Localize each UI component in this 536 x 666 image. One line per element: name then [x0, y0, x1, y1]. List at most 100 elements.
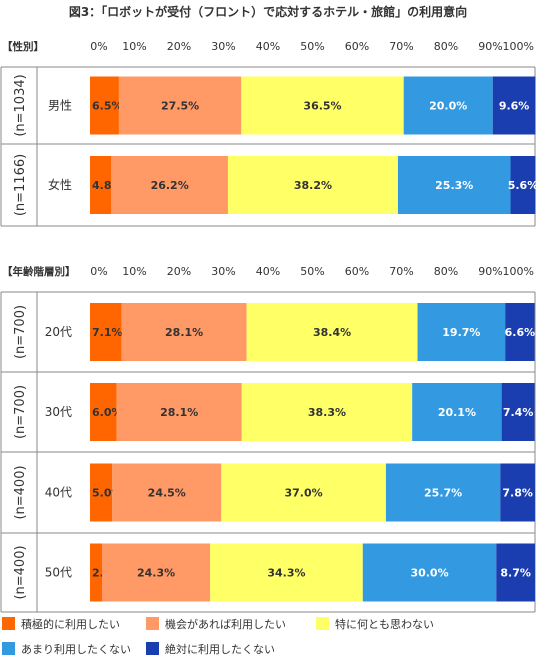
sample-size-label: (n=400)	[13, 465, 28, 519]
bar-segment	[403, 76, 493, 135]
tick-label: 0%	[90, 265, 107, 278]
tick-label: 80%	[434, 40, 458, 53]
category-label: 40代	[45, 486, 72, 500]
bar-segment	[221, 463, 386, 522]
legend-swatch	[316, 617, 329, 630]
bar-segment	[118, 76, 242, 135]
bar-segment	[210, 543, 363, 602]
tick-label: 30%	[211, 40, 235, 53]
tick-label: 40%	[256, 40, 280, 53]
bar-segment	[90, 543, 103, 602]
tick-label: 60%	[345, 40, 369, 53]
tick-label: 50%	[300, 40, 324, 53]
bar-segment	[510, 156, 536, 214]
data-label: 37.0%	[285, 487, 323, 500]
legend-label: 機会があれば利用したい	[165, 617, 286, 631]
bar-segment	[227, 156, 398, 214]
data-label: 19.7%	[442, 326, 480, 339]
data-label: 9.6%	[499, 100, 530, 113]
sample-size-label: (n=700)	[13, 385, 28, 439]
group-label: 【年齢階層別】	[2, 265, 76, 278]
bar-segment	[116, 383, 242, 441]
bar-segment	[501, 383, 535, 441]
category-label: 30代	[45, 405, 72, 419]
tick-label: 20%	[167, 40, 191, 53]
legend-label: あまり利用したくない	[21, 643, 131, 656]
data-label: 6.0%	[92, 406, 123, 419]
bar-segment	[102, 543, 211, 602]
bar-segment	[385, 463, 501, 522]
legend-label: 積極的に利用したい	[21, 617, 120, 631]
data-label: 20.1%	[438, 406, 476, 419]
bar-segment	[397, 156, 511, 214]
legend-swatch	[146, 642, 159, 655]
data-label: 7.8%	[502, 487, 533, 500]
bar-segment	[90, 156, 112, 214]
tick-label: 90%	[478, 40, 502, 53]
data-label: 25.3%	[435, 179, 473, 192]
data-label: 38.4%	[313, 326, 351, 339]
data-label: 26.2%	[151, 179, 189, 192]
tick-label: 30%	[211, 265, 235, 278]
bar-segment	[412, 383, 502, 441]
tick-label: 90%	[478, 265, 502, 278]
data-label: 8.7%	[500, 567, 531, 580]
data-label: 20.0%	[429, 100, 467, 113]
bar-segment	[417, 303, 506, 361]
data-label: 24.3%	[137, 567, 175, 580]
chart-title: 図3：「ロボットが受付（フロント）で応対するホテル・旅館」の利用意向	[69, 4, 467, 19]
data-label: 25.7%	[424, 487, 462, 500]
tick-label: 20%	[167, 265, 191, 278]
bar-segment	[90, 383, 117, 441]
bar-segment	[492, 76, 536, 135]
tick-label: 100%	[503, 265, 534, 278]
legend-label: 特に何とも思わない	[335, 617, 434, 631]
bar-segment	[241, 76, 404, 135]
tick-label: 40%	[256, 265, 280, 278]
sample-size-label: (n=1166)	[13, 154, 28, 216]
sample-size-label: (n=400)	[13, 545, 28, 599]
bar-segment	[90, 303, 122, 361]
data-label: 30.0%	[410, 567, 448, 580]
tick-label: 50%	[300, 265, 324, 278]
legend-label: 絶対に利用したくない	[165, 642, 275, 656]
data-label: 34.3%	[267, 567, 305, 580]
bar-segment	[90, 76, 119, 135]
data-label: 5.6%	[508, 179, 536, 192]
tick-label: 80%	[434, 265, 458, 278]
bar-segment	[246, 303, 418, 361]
group-label: 【性別】	[2, 40, 44, 53]
bar-segment	[111, 156, 228, 214]
tick-label: 10%	[122, 40, 146, 53]
bar-segment	[496, 543, 535, 602]
tick-label: 100%	[503, 40, 534, 53]
legend-swatch	[2, 642, 15, 655]
data-label: 38.2%	[294, 179, 332, 192]
data-label: 28.1%	[165, 326, 203, 339]
data-label: 24.5%	[148, 487, 186, 500]
bar-segment	[121, 303, 247, 361]
bar-segment	[90, 463, 113, 522]
data-label: 7.4%	[503, 406, 534, 419]
category-label: 女性	[48, 177, 72, 192]
bar-segment	[500, 463, 535, 522]
data-label: 6.5%	[92, 100, 123, 113]
data-label: 36.5%	[303, 100, 341, 113]
data-label: 28.1%	[160, 406, 198, 419]
bar-segment	[241, 383, 413, 441]
legend-swatch	[146, 617, 159, 630]
tick-label: 0%	[90, 40, 107, 53]
data-label: 7.1%	[92, 326, 123, 339]
bar-segment	[505, 303, 535, 361]
category-label: 男性	[48, 99, 72, 113]
data-label: 38.3%	[308, 406, 346, 419]
tick-label: 70%	[389, 40, 413, 53]
tick-label: 70%	[389, 265, 413, 278]
data-label: 27.5%	[161, 100, 199, 113]
sample-size-label: (n=1034)	[13, 74, 28, 136]
category-label: 50代	[45, 566, 72, 580]
data-label: 6.6%	[505, 326, 536, 339]
legend-swatch	[2, 617, 15, 630]
sample-size-label: (n=700)	[13, 305, 28, 359]
